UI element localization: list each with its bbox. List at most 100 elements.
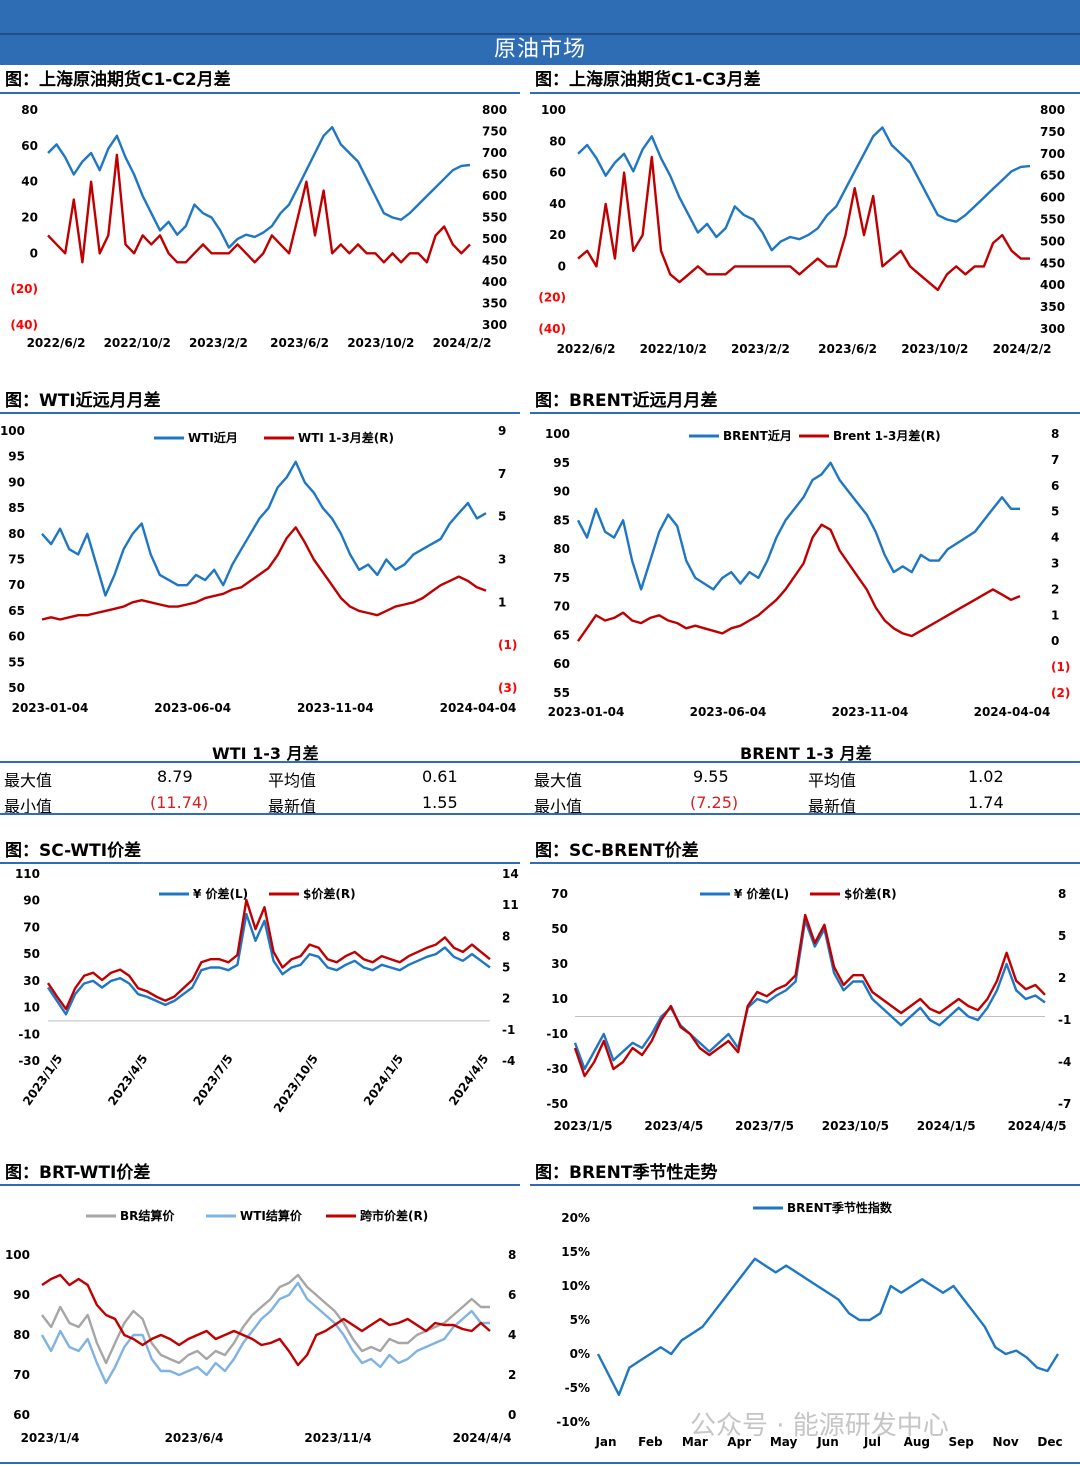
brent-max-value: 9.55	[693, 767, 729, 786]
legend-item: WTI 1-3月差(R)	[264, 430, 394, 445]
x-tick-label: 2023-01-04	[12, 701, 89, 715]
chart-sc-brent: 70 50 30 10 -10 -30 -50 8 5 2 -1 -4 -7 2023/1/5 2023/4…	[546, 886, 1071, 1133]
y-left-tick: 10	[23, 1001, 40, 1015]
chart-brt-wti: 100 90 80 70 60 8 6 4 2 0 2023/1/4 2023/6/4 2023/11/…	[5, 1208, 516, 1445]
y-left-tick: -10	[546, 1027, 568, 1041]
panel-rule	[0, 92, 520, 94]
y-left-tick: 70	[8, 578, 25, 592]
legend-item: WTI结算价	[206, 1208, 303, 1223]
y-left-tick: 80	[21, 103, 38, 117]
y-left-tick: 110	[15, 867, 40, 881]
y-right-tick: 700	[1040, 147, 1065, 161]
y-right-tick: 8	[1051, 427, 1059, 441]
y-right-tick: -4	[502, 1054, 515, 1068]
y-left-tick: 95	[8, 450, 25, 464]
x-tick-label: Dec	[1037, 1435, 1062, 1449]
wti-min-label: 最小值	[4, 797, 53, 816]
y-left-tick: 85	[553, 513, 570, 527]
panel-title-c4: 图：BRENT近远月月差	[535, 391, 718, 411]
y-left-tick: 0	[558, 259, 566, 273]
y-left-tick: (40)	[538, 322, 566, 336]
y-left-tick: -30	[18, 1054, 40, 1068]
y-left-tick: 20	[549, 228, 566, 242]
series-line-BRENT季节性指数	[596, 1257, 1060, 1397]
legend-item: ¥ 价差(L)	[159, 886, 248, 901]
y-right-tick: 9	[498, 424, 506, 438]
y-right-tick: 400	[482, 275, 507, 289]
y-right-tick: 500	[1040, 234, 1065, 248]
y-right-tick: 2	[1058, 971, 1066, 985]
y-left-tick: 50	[8, 681, 25, 695]
y-left-tick: 20%	[561, 1211, 590, 1225]
y-left-tick: 90	[8, 475, 25, 489]
stats-title-brent: BRENT 1-3 月差	[740, 744, 872, 763]
y-left-tick: 10	[551, 992, 568, 1006]
x-tick-label: Aug	[904, 1435, 930, 1449]
y-left-tick: 75	[8, 553, 25, 567]
legend-item: 跨市价差(R)	[326, 1208, 428, 1223]
wti-avg-value: 0.61	[422, 767, 458, 786]
y-right-tick: 700	[482, 146, 507, 160]
x-tick-label: 2023/10/5	[271, 1052, 321, 1115]
svg-text:跨市价差(R): 跨市价差(R)	[360, 1208, 428, 1223]
y-right-tick: (3)	[498, 681, 517, 695]
y-right-tick: 350	[1040, 300, 1065, 314]
svg-text:WTI近月: WTI近月	[188, 430, 238, 445]
x-tick-label: 2023-01-04	[548, 705, 625, 719]
y-right-tick: 6	[508, 1288, 516, 1302]
y-right-tick: (2)	[1051, 686, 1070, 700]
y-right-tick: 650	[1040, 169, 1065, 183]
panel-title-c2: 图：上海原油期货C1-C3月差	[535, 70, 761, 90]
y-right-tick: 0	[508, 1408, 516, 1422]
y-right-tick: 300	[482, 318, 507, 332]
series-line-BR结算价	[41, 1273, 490, 1365]
y-right-tick: 4	[1051, 531, 1059, 545]
section-banner: 原油市场	[0, 35, 1080, 65]
legend-item: BR结算价	[86, 1208, 175, 1223]
y-right-tick: 550	[1040, 213, 1065, 227]
y-left-tick: 70	[23, 920, 40, 934]
x-tick-label: 2023/10/5	[822, 1119, 889, 1133]
chart-sc-c1-c3: 100 80 60 40 20 0 (20) (40) 800 750 700 650 600 550 50…	[538, 103, 1065, 356]
y-left-tick: -5%	[565, 1381, 590, 1395]
legend-item: BRENT近月	[689, 428, 792, 443]
y-left-tick: 50	[551, 922, 568, 936]
legend-item: ¥ 价差(L)	[700, 886, 789, 901]
y-left-tick: 100	[541, 103, 566, 117]
legend-item: $价差(R)	[269, 886, 356, 901]
x-tick-label: 2024/4/5	[446, 1052, 491, 1108]
y-right-tick: 4	[508, 1328, 516, 1342]
y-left-tick: 55	[553, 686, 570, 700]
y-right-tick: 800	[482, 103, 507, 117]
series-line-BRENT近月	[576, 461, 1020, 591]
panel-rule	[530, 92, 1080, 94]
x-tick-label: 2024/2/2	[433, 336, 492, 350]
x-tick-label: Feb	[638, 1435, 663, 1449]
y-left-tick: 70	[551, 887, 568, 901]
x-tick-label: 2023/10/2	[347, 336, 414, 350]
y-right-tick: 500	[482, 232, 507, 246]
chart-wti-spread: 1009590858075706560555097531(1)(3)2023-0…	[0, 424, 517, 715]
y-left-tick: (20)	[538, 291, 566, 305]
brent-max-label: 最大值	[534, 771, 583, 790]
legend-item: BRENT季节性指数	[753, 1200, 893, 1215]
x-tick-label: 2023/11/4	[304, 1431, 371, 1445]
y-right-tick: -1	[1058, 1013, 1071, 1027]
y-left-tick: 65	[553, 628, 570, 642]
x-tick-label: Jun	[816, 1435, 839, 1449]
y-left-tick: 0	[30, 246, 38, 260]
stats-title-wti: WTI 1-3 月差	[212, 744, 319, 763]
y-left-tick: 50	[23, 947, 40, 961]
x-tick-label: 2023/2/2	[189, 336, 248, 350]
y-right-tick: -7	[1058, 1097, 1071, 1111]
legend-item: WTI近月	[154, 430, 238, 445]
wti-avg-label: 平均值	[268, 771, 317, 790]
y-left-tick: 10%	[561, 1279, 590, 1293]
y-right-tick: 2	[1051, 582, 1059, 596]
series-line-$价差(R)	[573, 913, 1046, 1078]
y-right-tick: 6	[1051, 479, 1059, 493]
series-line-跨市价差(R)	[41, 1273, 491, 1367]
y-right-tick: 14	[502, 867, 519, 881]
y-right-tick: -1	[502, 1023, 515, 1037]
y-right-tick: 350	[482, 297, 507, 311]
